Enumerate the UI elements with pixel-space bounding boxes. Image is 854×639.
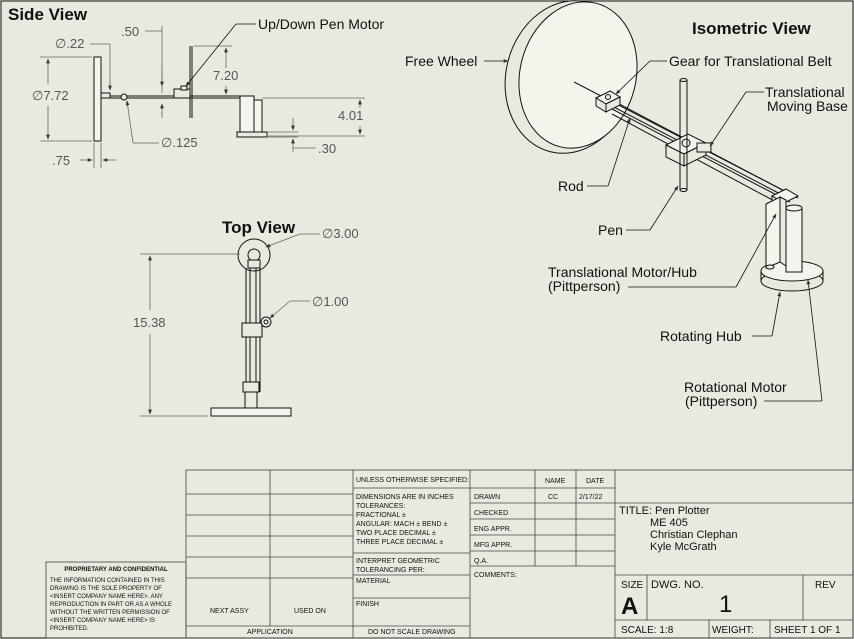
title-line-3: Christian Clephan	[650, 529, 737, 541]
dim-note-4: ANGULAR: MACH ± BEND ±	[356, 521, 447, 528]
prop-line-6: <INSERT COMPANY NAME HERE> IS	[50, 618, 155, 624]
dwg-no-value: 1	[719, 591, 732, 618]
used-on-label: USED ON	[294, 608, 326, 615]
iso-tower	[765, 196, 781, 269]
drawn-label: DRAWN	[474, 494, 500, 501]
prop-line-3: <INSERT COMPANY NAME HERE>. ANY	[50, 594, 163, 600]
dim-top-1538: 15.38	[133, 315, 166, 330]
next-assy-label: NEXT ASSY	[210, 608, 249, 615]
comments-label: COMMENTS:	[474, 572, 517, 579]
drawn-by: CC	[548, 494, 558, 501]
dim-side-401: 4.01	[338, 108, 363, 123]
interp-2: TOLERANCING PER:	[356, 567, 425, 574]
material-label: MATERIAL	[356, 578, 391, 585]
iso-motor-cylinder	[785, 207, 803, 273]
dim-note-2: TOLERANCES:	[356, 503, 405, 510]
side-motor	[253, 99, 263, 135]
eng-appr-label: ENG APPR.	[474, 526, 512, 533]
qa-label: Q.A.	[474, 558, 488, 565]
dim-note-3: FRACTIONAL ±	[356, 512, 406, 519]
side-base-plate	[236, 131, 268, 138]
finish-label: FINISH	[356, 601, 379, 608]
title-line-2: ME 405	[650, 517, 688, 529]
prop-line-7: PROHIBITED.	[50, 626, 89, 632]
side-view-title: Side View	[8, 5, 88, 24]
dim-side-075: .75	[52, 153, 70, 168]
callout-base-1: Translational	[765, 84, 845, 100]
dim-side-772: ∅7.72	[32, 88, 69, 103]
size-label: SIZE	[621, 580, 644, 591]
dwg-no-label: DWG. NO.	[651, 579, 704, 591]
callout-pen-motor: Up/Down Pen Motor	[258, 16, 384, 32]
top-moving-base	[241, 322, 263, 338]
iso-view-title: Isometric View	[692, 19, 812, 38]
callout-rotating-hub: Rotating Hub	[660, 328, 742, 344]
dim-note-5: TWO PLACE DECIMAL ±	[356, 530, 436, 537]
dim-side-720: 7.20	[213, 68, 238, 83]
side-rod-collar	[120, 93, 128, 101]
callout-free-wheel: Free Wheel	[405, 53, 477, 69]
unless-label: UNLESS OTHERWISE SPECIFIED:	[356, 477, 469, 484]
dim-top-100: ∅1.00	[312, 294, 349, 309]
size-value: A	[621, 593, 638, 620]
dim-side-030: .30	[318, 141, 336, 156]
do-not-scale-label: DO NOT SCALE DRAWING	[368, 629, 456, 636]
prop-line-5: WITHOUT THE WRITTEN PERMISSION OF	[50, 610, 170, 616]
side-free-wheel	[93, 56, 102, 142]
weight-label: WEIGHT:	[712, 625, 754, 636]
callout-rot-motor-1: Rotational Motor	[684, 379, 787, 395]
prop-header: PROPRIETARY AND CONFIDENTIAL	[64, 567, 168, 573]
callout-base-2: Moving Base	[767, 98, 848, 114]
scale-label: SCALE: 1:8	[621, 625, 674, 636]
callout-trans-motor-2: (Pittperson)	[548, 278, 620, 294]
title-line-4: Kyle McGrath	[650, 541, 717, 553]
drawn-date: 2/17/22	[579, 494, 602, 501]
name-header: NAME	[545, 478, 566, 485]
dim-side-022: ∅.22	[55, 36, 84, 51]
title-line-1: TITLE: Pen Plotter	[619, 505, 710, 517]
side-view: Side View ∅.22 .50 ∅7.72	[8, 5, 384, 168]
prop-line-2: DRAWING IS THE SOLE PROPERTY OF	[50, 586, 162, 592]
interp-1: INTERPRET GEOMETRIC	[356, 558, 440, 565]
isometric-view: Isometric View	[405, 0, 848, 409]
rev-label: REV	[815, 580, 836, 591]
callout-rot-motor-2: (Pittperson)	[685, 393, 757, 409]
dim-side-0125: ∅.125	[161, 135, 198, 150]
prop-line-1: THE INFORMATION CONTAINED IN THIS	[50, 578, 165, 584]
callout-rod: Rod	[558, 178, 584, 194]
application-label: APPLICATION	[247, 629, 293, 636]
callout-gear: Gear for Translational Belt	[669, 53, 832, 69]
dim-side-050: .50	[121, 24, 139, 39]
callout-trans-motor-1: Translational Motor/Hub	[548, 264, 697, 280]
mfg-appr-label: MFG APPR.	[474, 542, 512, 549]
title-block: PROPRIETARY AND CONFIDENTIAL THE INFORMA…	[45, 469, 854, 639]
top-base-plate	[210, 407, 292, 417]
dim-note-1: DIMENSIONS ARE IN INCHES	[356, 494, 454, 501]
side-hub	[100, 92, 111, 99]
dim-top-300: ∅3.00	[322, 226, 359, 241]
side-tower	[239, 95, 255, 133]
sheet-label: SHEET 1 OF 1	[774, 625, 841, 636]
prop-line-4: REPRODUCTION IN PART OR AS A WHOLE	[50, 602, 172, 608]
top-view-title: Top View	[222, 218, 296, 237]
date-header: DATE	[586, 478, 604, 485]
dim-note-6: THREE PLACE DECIMAL ±	[356, 539, 443, 546]
callout-pen: Pen	[598, 222, 623, 238]
top-view: Top View ∅3.00 ∅1.00 15.38	[133, 218, 359, 417]
checked-label: CHECKED	[474, 510, 508, 517]
